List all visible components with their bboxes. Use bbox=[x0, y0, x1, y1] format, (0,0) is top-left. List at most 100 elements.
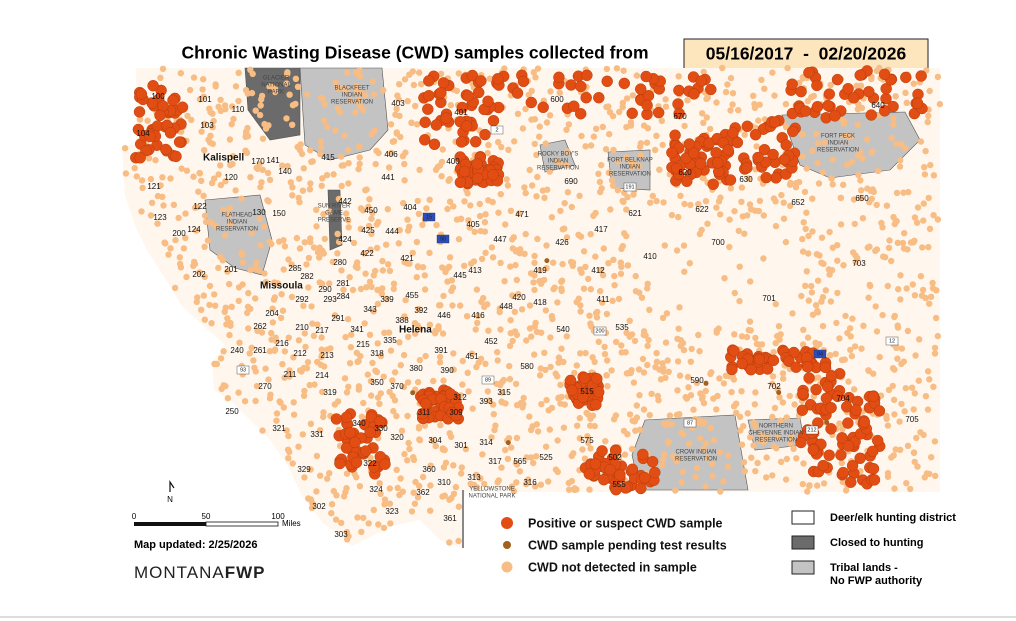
negative-sample bbox=[448, 495, 455, 502]
positive-sample bbox=[745, 364, 757, 376]
district-label: 388 bbox=[395, 316, 409, 325]
negative-sample bbox=[442, 268, 449, 276]
negative-sample bbox=[769, 380, 776, 387]
negative-sample bbox=[681, 200, 688, 208]
negative-sample bbox=[175, 214, 182, 222]
negative-sample bbox=[624, 431, 631, 438]
negative-sample bbox=[898, 400, 905, 408]
negative-sample bbox=[934, 332, 941, 340]
negative-sample bbox=[930, 172, 938, 179]
city-label: Helena bbox=[399, 325, 432, 336]
negative-sample bbox=[876, 64, 883, 72]
negative-sample bbox=[778, 191, 785, 199]
negative-sample bbox=[401, 258, 408, 266]
positive-sample bbox=[837, 466, 849, 479]
district-label: 419 bbox=[533, 266, 547, 275]
negative-sample bbox=[534, 235, 541, 243]
positive-sample bbox=[575, 107, 587, 120]
negative-sample bbox=[242, 86, 250, 94]
positive-sample bbox=[653, 106, 665, 119]
negative-sample bbox=[363, 284, 370, 291]
negative-sample bbox=[404, 379, 412, 386]
negative-sample bbox=[342, 88, 349, 95]
negative-sample bbox=[316, 427, 324, 434]
negative-sample bbox=[357, 89, 364, 96]
negative-sample bbox=[283, 80, 290, 87]
positive-sample bbox=[340, 442, 353, 454]
negative-sample bbox=[922, 147, 929, 155]
negative-sample bbox=[645, 336, 652, 344]
negative-sample bbox=[303, 91, 311, 98]
negative-sample bbox=[699, 110, 706, 117]
district-label: 303 bbox=[334, 530, 348, 539]
negative-sample bbox=[191, 258, 198, 266]
negative-sample bbox=[914, 463, 921, 470]
negative-sample bbox=[198, 306, 205, 313]
negative-sample bbox=[304, 359, 312, 366]
negative-sample bbox=[924, 406, 932, 413]
positive-sample bbox=[829, 110, 841, 122]
negative-sample bbox=[929, 285, 937, 292]
legend-label: Tribal lands - bbox=[830, 562, 898, 574]
negative-sample bbox=[515, 210, 523, 217]
positive-sample bbox=[416, 408, 429, 420]
negative-sample bbox=[336, 109, 344, 116]
city-label: Missoula bbox=[260, 281, 303, 292]
negative-sample bbox=[779, 399, 787, 406]
negative-sample bbox=[195, 188, 202, 195]
negative-sample bbox=[320, 409, 327, 416]
negative-sample bbox=[547, 88, 554, 95]
negative-sample bbox=[396, 491, 403, 499]
positive-sample bbox=[581, 69, 593, 82]
negative-sample bbox=[550, 285, 557, 293]
negative-sample bbox=[890, 452, 897, 459]
negative-sample bbox=[301, 330, 308, 337]
negative-sample bbox=[458, 470, 465, 477]
north-arrow bbox=[169, 480, 175, 492]
negative-sample bbox=[534, 428, 542, 435]
negative-sample bbox=[690, 406, 697, 413]
positive-sample bbox=[688, 88, 700, 100]
negative-sample bbox=[868, 149, 875, 157]
district-label: 201 bbox=[224, 265, 238, 274]
pending-sample bbox=[824, 419, 830, 425]
negative-sample bbox=[680, 242, 688, 249]
negative-sample bbox=[593, 125, 600, 132]
negative-sample bbox=[375, 149, 382, 157]
negative-sample bbox=[212, 222, 220, 230]
negative-sample bbox=[647, 199, 654, 206]
negative-sample bbox=[552, 466, 560, 473]
positive-sample bbox=[823, 88, 835, 100]
negative-sample bbox=[894, 322, 901, 329]
negative-sample bbox=[543, 265, 550, 272]
negative-sample bbox=[319, 280, 326, 287]
negative-sample bbox=[888, 257, 895, 265]
negative-sample bbox=[476, 200, 483, 208]
negative-sample bbox=[751, 104, 759, 112]
negative-sample bbox=[618, 263, 625, 271]
negative-sample bbox=[932, 472, 939, 480]
negative-sample bbox=[500, 376, 507, 384]
negative-sample bbox=[838, 459, 845, 467]
district-label: 403 bbox=[391, 99, 405, 108]
negative-sample bbox=[318, 334, 325, 341]
negative-sample bbox=[716, 375, 723, 382]
negative-sample bbox=[530, 279, 537, 286]
negative-sample bbox=[686, 260, 693, 267]
positive-sample bbox=[694, 157, 707, 170]
negative-sample bbox=[702, 483, 709, 490]
negative-sample bbox=[509, 236, 516, 243]
negative-sample bbox=[488, 244, 496, 251]
negative-sample bbox=[355, 143, 363, 151]
negative-sample bbox=[496, 305, 503, 312]
positive-sample bbox=[819, 361, 832, 374]
negative-sample bbox=[804, 334, 812, 341]
district-label: 391 bbox=[434, 346, 448, 355]
negative-sample bbox=[200, 292, 207, 299]
positive-sample bbox=[796, 404, 808, 416]
negative-sample bbox=[446, 254, 454, 261]
negative-sample bbox=[355, 71, 362, 79]
positive-sample bbox=[330, 413, 343, 425]
positive-sample bbox=[173, 136, 186, 148]
district-label: 315 bbox=[497, 388, 511, 397]
